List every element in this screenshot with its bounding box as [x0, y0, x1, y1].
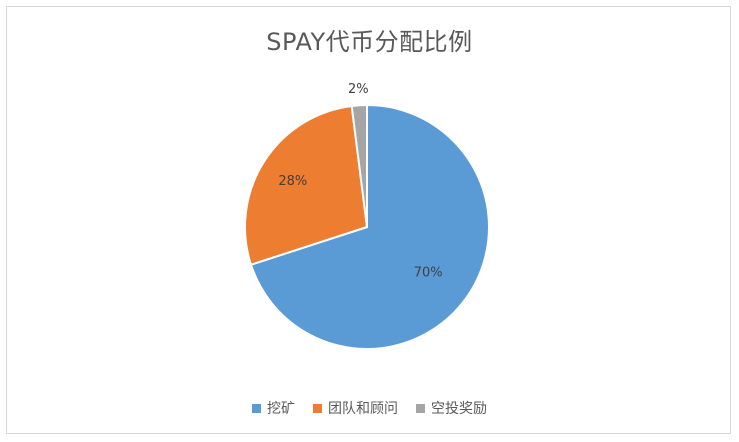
data-label-team: 28%	[278, 174, 307, 189]
legend-item-team: 团队和顾问	[313, 398, 398, 418]
legend-swatch-mining	[252, 403, 261, 413]
data-label-mining: 70%	[414, 265, 443, 280]
pie-slice-mining	[249, 103, 490, 350]
legend-label-team: 团队和顾问	[328, 401, 398, 417]
legend-swatch-team	[313, 403, 322, 413]
legend-item-mining: 挖矿	[252, 398, 295, 418]
legend-swatch-airdrop	[416, 403, 425, 413]
legend: 挖矿 团队和顾问 空投奖励	[0, 398, 739, 418]
chart-title: SPAY代币分配比例	[266, 28, 473, 56]
data-label-airdrop: 2%	[348, 82, 369, 97]
pie-slice-team	[244, 104, 369, 266]
pie-slice-airdrop	[350, 103, 368, 228]
legend-label-mining: 挖矿	[267, 401, 295, 417]
legend-label-airdrop: 空投奖励	[431, 401, 487, 417]
legend-item-airdrop: 空投奖励	[416, 398, 487, 418]
